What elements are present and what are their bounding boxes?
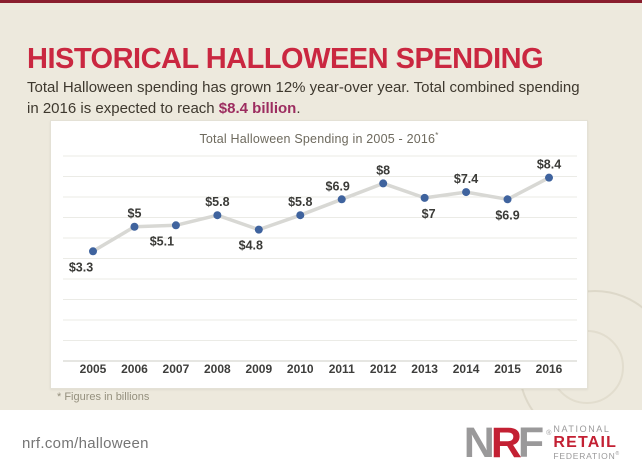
year-label-2007: 2007 xyxy=(163,362,190,376)
data-label-2015: $6.9 xyxy=(495,208,519,222)
nrf-word-federation-text: FEDERATION xyxy=(553,451,616,462)
data-point-2006 xyxy=(130,222,139,231)
subtitle: Total Halloween spending has grown 12% y… xyxy=(27,77,627,120)
data-point-2014 xyxy=(462,188,471,197)
data-label-2016: $8.4 xyxy=(537,158,561,172)
data-label-2005: $3.3 xyxy=(69,260,93,274)
registered-mark-icon-small: ® xyxy=(615,451,620,458)
year-label-2005: 2005 xyxy=(80,362,107,376)
chart-footnote: * Figures in billions xyxy=(57,391,150,403)
data-point-2005 xyxy=(89,247,97,256)
page-title: HISTORICAL HALLOWEEN SPENDING xyxy=(27,43,544,76)
nrf-word-national: NATIONAL xyxy=(553,423,611,434)
chart-title: Total Halloween Spending in 2005 - 2016* xyxy=(51,131,587,146)
data-label-2014: $7.4 xyxy=(454,172,478,186)
data-point-2007 xyxy=(171,221,180,230)
data-point-2012 xyxy=(379,179,388,188)
data-point-2011 xyxy=(337,195,346,204)
data-point-2013 xyxy=(420,193,429,202)
footer-url[interactable]: nrf.com/halloween xyxy=(22,434,149,452)
year-label-2013: 2013 xyxy=(411,362,438,376)
year-label-2010: 2010 xyxy=(287,362,314,376)
year-label-2009: 2009 xyxy=(245,362,272,376)
nrf-logo: NRF ® NATIONAL RETAIL FEDERATION® xyxy=(463,418,620,467)
chart-card: Total Halloween Spending in 2005 - 2016*… xyxy=(50,120,588,389)
data-label-2006: $5 xyxy=(128,207,142,221)
subtitle-highlight: $8.4 billion xyxy=(218,100,297,118)
spending-line-chart: $3.3 2005 $5 2006 $5.1 2007 $5.8 2008 $4.8 2009 $5… xyxy=(63,155,577,376)
data-point-2015 xyxy=(503,195,512,204)
year-label-2015: 2015 xyxy=(494,362,521,376)
nrf-logo-wordmark: NATIONAL RETAIL FEDERATION® xyxy=(553,423,620,462)
registered-mark-icon: ® xyxy=(546,429,552,437)
subtitle-period: . xyxy=(296,100,301,118)
nrf-letter-f: F xyxy=(517,418,544,467)
data-label-2010: $5.8 xyxy=(288,195,312,209)
data-label-2011: $6.9 xyxy=(326,179,350,193)
subtitle-line1: Total Halloween spending has grown 12% y… xyxy=(27,79,580,96)
year-label-2012: 2012 xyxy=(370,362,397,376)
year-label-2011: 2011 xyxy=(329,362,355,376)
chart-title-asterisk: * xyxy=(435,131,439,140)
top-accent-bar xyxy=(0,0,642,3)
data-label-2012: $8 xyxy=(376,163,390,177)
nrf-letter-n: N xyxy=(463,418,495,467)
nrf-letter-r: R xyxy=(490,418,522,467)
year-label-2016: 2016 xyxy=(536,362,563,376)
data-label-2007: $5.1 xyxy=(150,234,174,248)
hero-section: HISTORICAL HALLOWEEN SPENDING Total Hall… xyxy=(0,0,642,410)
spending-trend-line xyxy=(91,175,551,254)
year-label-2014: 2014 xyxy=(453,362,480,376)
subtitle-line2-prefix: in 2016 is expected to reach xyxy=(27,100,219,118)
footer-bar: nrf.com/halloween NRF ® NATIONAL RETAIL … xyxy=(0,410,642,476)
data-label-2008: $5.8 xyxy=(205,195,229,209)
nrf-word-retail: RETAIL xyxy=(553,434,618,452)
data-label-2013: $7 xyxy=(422,207,436,221)
data-point-2009 xyxy=(254,225,263,234)
data-point-2010 xyxy=(296,211,305,220)
data-point-2008 xyxy=(213,211,222,220)
nrf-logo-letters: NRF xyxy=(463,418,546,467)
nrf-word-federation: FEDERATION® xyxy=(553,451,620,462)
data-label-2009: $4.8 xyxy=(239,239,263,253)
data-point-2016 xyxy=(545,173,553,182)
year-label-2006: 2006 xyxy=(121,362,148,376)
year-label-2008: 2008 xyxy=(204,362,231,376)
chart-title-text: Total Halloween Spending in 2005 - 2016 xyxy=(199,132,436,147)
